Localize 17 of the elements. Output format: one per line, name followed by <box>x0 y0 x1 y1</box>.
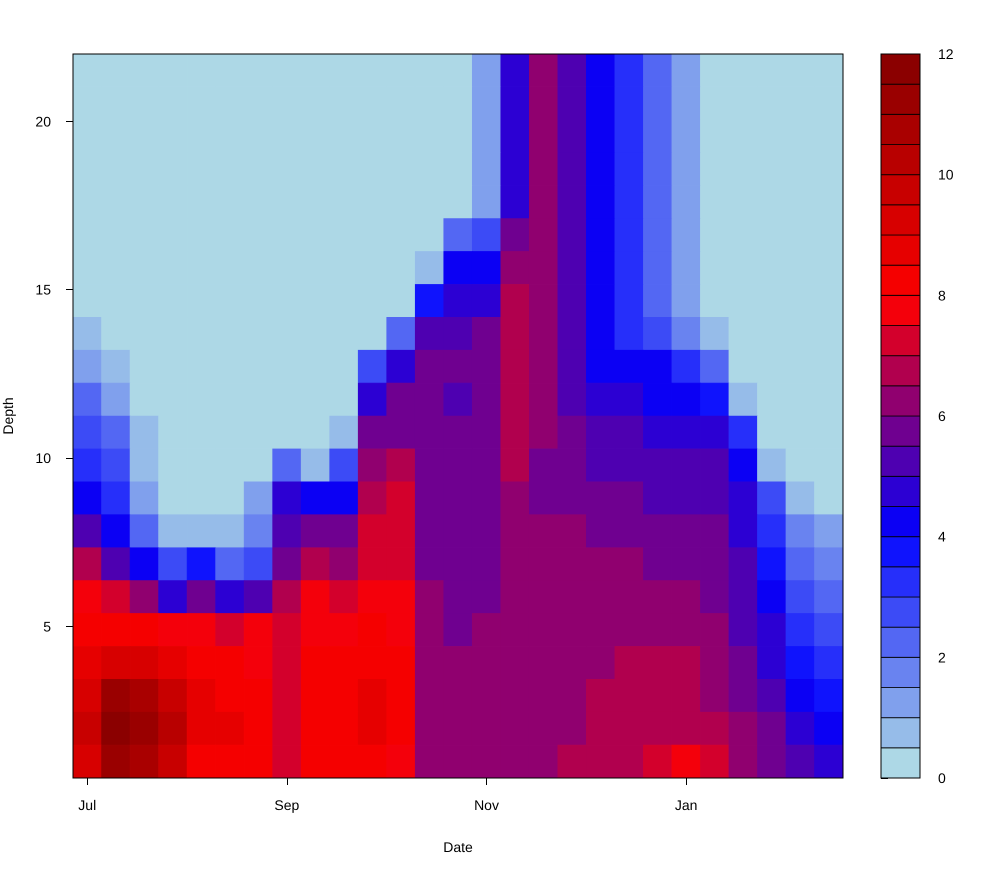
x-tick-label: Jan <box>674 797 698 813</box>
color-bar-label: 6 <box>938 408 946 424</box>
y-tick-label: 5 <box>43 618 52 634</box>
y-tick-label: 20 <box>35 113 52 130</box>
x-tick-label: Sep <box>274 797 300 813</box>
y-tick-label: 10 <box>35 450 52 466</box>
color-bar-label: 12 <box>938 46 954 62</box>
color-bar-label: 2 <box>938 649 946 666</box>
color-bar-label: 8 <box>938 287 946 304</box>
color-bar-label: 0 <box>938 770 946 786</box>
y-tick-label: 15 <box>35 282 52 298</box>
color-bar-label: 10 <box>938 166 954 183</box>
x-tick-label: Jul <box>78 797 96 813</box>
y-axis-title: Depth <box>0 397 16 435</box>
x-axis-title: Date <box>443 839 473 855</box>
color-bar-label: 4 <box>938 528 946 545</box>
x-tick-label: Nov <box>474 797 499 813</box>
